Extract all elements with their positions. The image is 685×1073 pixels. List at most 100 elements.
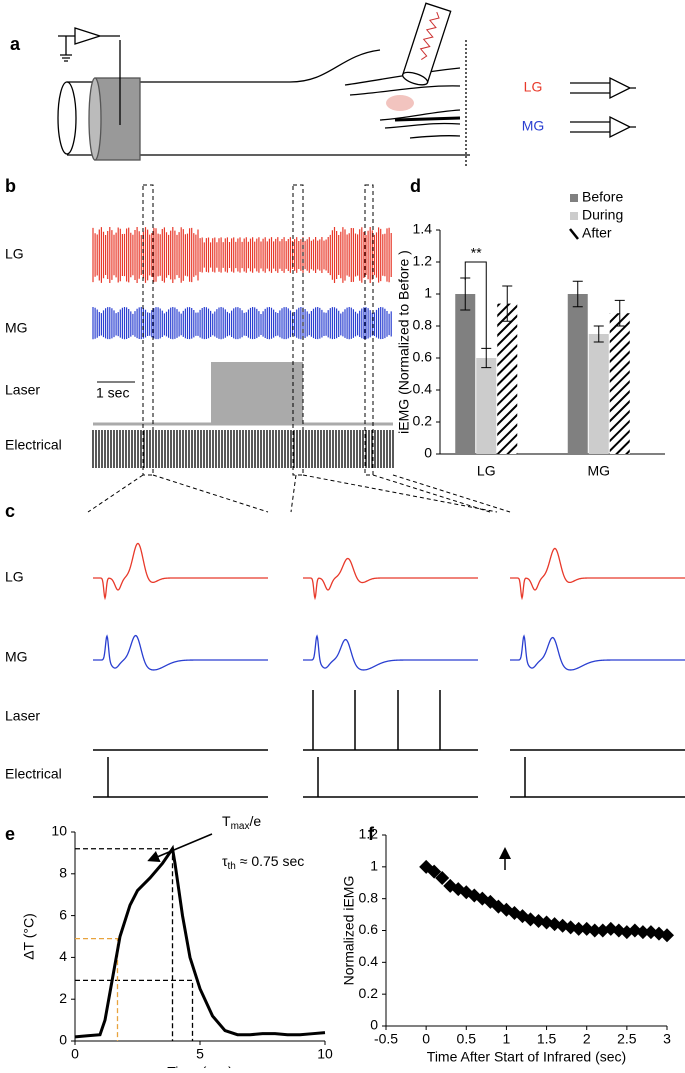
y-tick-label: 0.8	[359, 889, 379, 905]
stim-trace	[92, 430, 394, 468]
annotation-part: T	[222, 813, 231, 829]
zoom-line	[152, 474, 269, 513]
line	[74, 844, 326, 1039]
scale-bar-label: 1 sec	[96, 385, 129, 401]
mg-waveform	[303, 634, 478, 671]
y-tick-label: 2	[59, 990, 67, 1006]
row-label: MG	[5, 320, 28, 336]
row-label: Laser	[5, 382, 40, 398]
window-box	[142, 184, 154, 476]
panel-label: c	[5, 501, 15, 521]
legend-swatch	[570, 194, 578, 202]
y-tick-label: 1.4	[413, 221, 433, 237]
bar	[588, 334, 609, 454]
y-tick-label: 1	[370, 858, 378, 874]
zoom-line	[372, 474, 491, 513]
x-tick-label: LG	[477, 463, 496, 479]
x-tick-label: 2	[583, 1031, 591, 1047]
stim-trace	[93, 757, 268, 798]
panel-label: a	[10, 34, 21, 54]
y-axis-label: Normalized iEMG	[341, 876, 357, 986]
error-bar	[593, 325, 604, 343]
x-tick-label: 3	[663, 1031, 671, 1047]
annotation-part: τ	[222, 853, 228, 869]
channel-label: MG	[522, 118, 545, 134]
row-label: Electrical	[5, 766, 62, 782]
window-box	[292, 184, 304, 476]
y-tick-label: 0.2	[413, 413, 433, 429]
legend-swatch	[570, 212, 578, 220]
y-axis-label: iEMG (Normalized to Before )	[396, 250, 412, 434]
laser-block	[211, 362, 303, 424]
y-tick-label: 4	[59, 948, 67, 964]
point	[499, 902, 514, 917]
annotation-part: th	[228, 861, 236, 872]
panel-label: d	[410, 176, 421, 196]
y-tick-label: 0	[370, 1017, 378, 1033]
panel-label: b	[5, 176, 16, 196]
y-tick-label: 0.4	[413, 381, 433, 397]
bar	[455, 294, 476, 454]
emg-trace	[92, 226, 392, 284]
bar	[476, 358, 497, 454]
guide-line	[75, 937, 119, 1041]
x-tick-label: 1.5	[537, 1031, 557, 1047]
bar	[609, 313, 630, 454]
error-bar	[614, 299, 625, 327]
annotation: τth ≈ 0.75 sec	[222, 853, 304, 872]
x-tick-label: 5	[196, 1046, 204, 1062]
y-tick-label: 0.4	[359, 953, 379, 969]
legend-label: After	[582, 225, 612, 241]
significance-label: **	[471, 245, 482, 261]
mg-waveform	[93, 634, 268, 671]
x-axis-label: Time After Start of Infrared (sec)	[427, 1049, 626, 1065]
y-tick-label: 1.2	[359, 826, 379, 842]
y-tick-label: 0	[59, 1032, 67, 1048]
y-tick-label: 8	[59, 865, 67, 881]
lg-waveform	[510, 547, 685, 601]
legend-label: During	[582, 207, 623, 223]
zoom-line	[87, 474, 144, 513]
point	[660, 928, 674, 943]
x-tick-label: 0	[422, 1031, 430, 1047]
bar	[567, 294, 588, 454]
row-label: LG	[5, 246, 24, 262]
zoom-line	[302, 474, 498, 513]
stim-trace	[510, 757, 685, 798]
laser-trace	[303, 690, 478, 751]
panel-label: f	[368, 824, 375, 844]
y-tick-label: 0.2	[359, 985, 379, 1001]
legend-label: Before	[582, 189, 623, 205]
lg-waveform	[93, 542, 268, 601]
stim-trace	[303, 757, 478, 798]
y-tick-label: 1	[424, 285, 432, 301]
annotation: Tmax/e	[222, 813, 261, 832]
annotation-part: /e	[249, 813, 261, 829]
mg-waveform	[510, 634, 685, 671]
guide-line	[75, 848, 174, 1041]
panel-label: e	[5, 824, 15, 844]
x-tick-label: 0.5	[457, 1031, 477, 1047]
x-tick-label: MG	[587, 463, 610, 479]
x-tick-label: 1	[503, 1031, 511, 1047]
y-tick-label: 6	[59, 906, 67, 922]
y-tick-label: 0	[424, 445, 432, 461]
zoom-line	[290, 474, 297, 513]
point	[587, 923, 602, 938]
y-tick-label: 0.6	[413, 349, 433, 365]
row-label: Laser	[5, 708, 40, 724]
annotation-part: ≈ 0.75 sec	[236, 853, 304, 869]
x-tick-label: 2.5	[617, 1031, 637, 1047]
point	[435, 870, 450, 885]
lg-waveform	[303, 557, 478, 601]
emg-trace	[92, 306, 392, 340]
annotation-part: max	[231, 821, 250, 832]
legend-swatch	[569, 228, 579, 240]
row-label: MG	[5, 649, 28, 665]
x-tick-label: -0.5	[374, 1031, 398, 1047]
y-axis-label: ΔT (°C)	[21, 913, 37, 960]
significance-bracket	[464, 261, 487, 349]
row-label: Electrical	[5, 437, 62, 453]
y-tick-label: 0.6	[359, 921, 379, 937]
